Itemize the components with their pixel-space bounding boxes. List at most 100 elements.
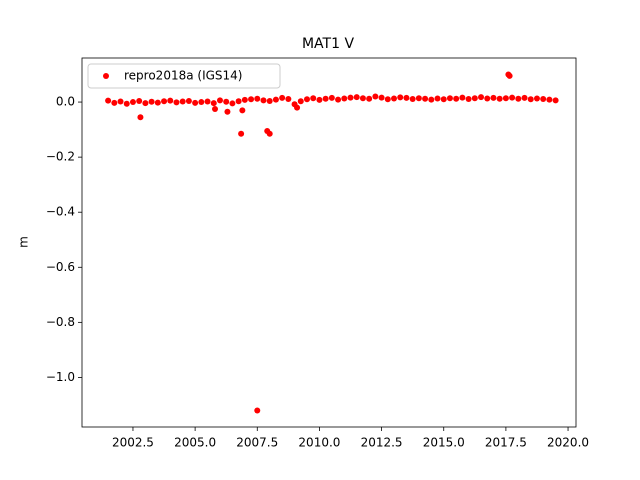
point <box>422 95 429 102</box>
point <box>198 99 205 106</box>
point <box>490 94 497 101</box>
point <box>335 96 342 103</box>
x-tick-label: 2017.5 <box>485 436 527 450</box>
point <box>397 94 404 101</box>
point <box>515 95 522 102</box>
y-tick-label: −0.6 <box>46 260 75 274</box>
y-tick-label: 0.0 <box>56 95 75 109</box>
point <box>359 95 366 102</box>
x-tick-label: 2015.0 <box>423 436 465 450</box>
point <box>453 95 460 102</box>
point <box>527 96 534 103</box>
chart-title: MAT1 V <box>302 36 354 52</box>
point <box>403 94 410 101</box>
point <box>322 95 329 102</box>
point <box>372 93 379 100</box>
x-tick-label: 2005.0 <box>174 436 216 450</box>
point <box>415 95 422 102</box>
point <box>546 96 553 103</box>
point <box>440 96 447 103</box>
point <box>279 94 286 101</box>
point <box>391 95 398 102</box>
point <box>478 94 485 101</box>
point <box>506 72 513 79</box>
point <box>533 95 540 102</box>
point <box>248 96 255 103</box>
point <box>229 100 236 107</box>
point <box>254 95 261 102</box>
point <box>238 130 245 137</box>
point <box>341 95 348 102</box>
point <box>459 94 466 101</box>
point <box>210 100 217 107</box>
plot-frame <box>81 57 577 428</box>
point <box>266 130 273 137</box>
point <box>260 97 267 104</box>
y-axis-label: m <box>17 236 31 248</box>
point <box>266 97 273 104</box>
point <box>239 107 246 114</box>
point <box>105 97 112 104</box>
point <box>328 94 335 101</box>
point <box>303 96 310 103</box>
y-tick-label: −0.4 <box>46 205 75 219</box>
point <box>212 105 219 112</box>
point <box>235 98 242 105</box>
point <box>154 99 161 106</box>
point <box>148 98 155 105</box>
point <box>173 99 180 106</box>
point <box>129 99 136 106</box>
point <box>254 407 261 414</box>
point <box>366 95 373 102</box>
point <box>484 95 491 102</box>
x-tick-label: 2002.5 <box>112 436 154 450</box>
point <box>509 94 516 101</box>
point <box>378 94 385 101</box>
point <box>347 94 354 101</box>
point <box>409 96 416 103</box>
point <box>136 97 143 104</box>
point <box>161 98 168 105</box>
point <box>552 97 559 104</box>
legend-label: repro2018a (IGS14) <box>124 69 242 83</box>
legend-marker <box>103 73 109 79</box>
point <box>216 97 223 104</box>
point <box>294 104 301 111</box>
point <box>123 100 130 107</box>
point <box>471 95 478 102</box>
point <box>502 95 509 102</box>
point <box>353 94 360 101</box>
point <box>192 99 199 106</box>
x-tick-label: 2012.5 <box>361 436 403 450</box>
point <box>297 98 304 105</box>
y-tick-label: −0.8 <box>46 315 75 329</box>
y-tick-label: −1.0 <box>46 370 75 384</box>
point <box>204 98 211 105</box>
point <box>224 108 231 115</box>
point <box>434 95 441 102</box>
point <box>167 97 174 104</box>
point <box>428 96 435 103</box>
point <box>117 98 124 105</box>
point <box>111 99 118 106</box>
point <box>137 114 144 121</box>
point <box>179 98 186 105</box>
point <box>316 96 323 103</box>
point <box>241 96 248 103</box>
point <box>496 95 503 102</box>
point <box>521 94 528 101</box>
x-tick-label: 2007.5 <box>236 436 278 450</box>
point <box>185 97 192 104</box>
point <box>384 96 391 103</box>
y-tick-label: −0.2 <box>46 150 75 164</box>
point <box>310 95 317 102</box>
x-tick-label: 2010.0 <box>298 436 340 450</box>
point <box>446 95 453 102</box>
point <box>272 96 279 103</box>
point <box>540 96 547 103</box>
point <box>223 98 230 105</box>
point <box>142 100 149 107</box>
legend-box <box>87 63 281 89</box>
point <box>465 96 472 103</box>
